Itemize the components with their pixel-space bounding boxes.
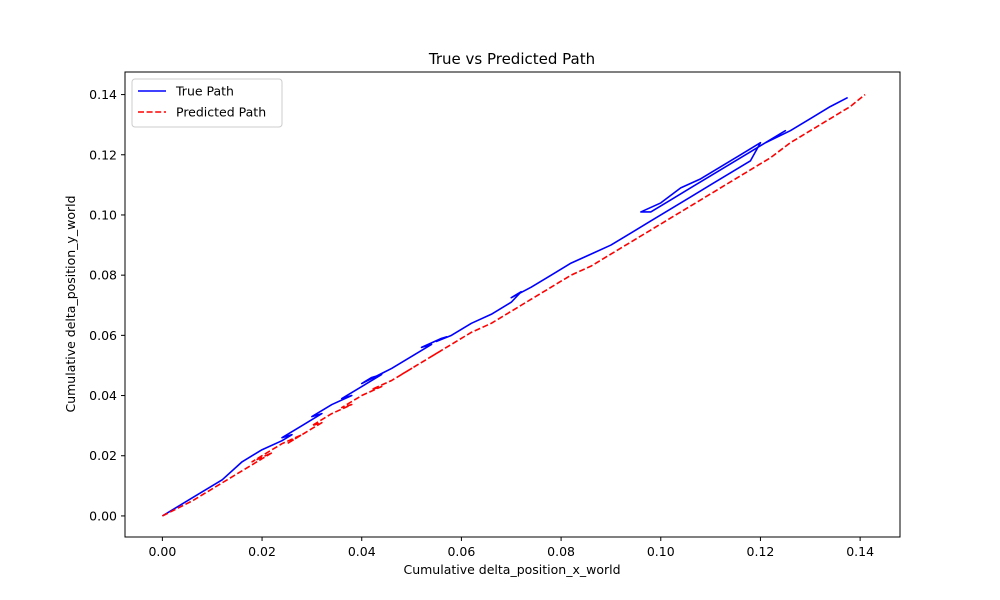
y-tick-label: 0.00 [89, 508, 117, 523]
chart-title: True vs Predicted Path [428, 50, 595, 68]
y-tick-label: 0.12 [89, 147, 117, 162]
y-axis: 0.00 0.02 0.04 0.06 0.08 0.10 0.12 0.14 [89, 87, 125, 523]
x-tick-label: 0.02 [248, 544, 276, 559]
x-tick-label: 0.08 [547, 544, 575, 559]
series-layer [161, 93, 866, 517]
legend-label-true-path: True Path [175, 84, 234, 99]
y-tick-label: 0.02 [89, 448, 117, 463]
y-tick-label: 0.06 [89, 328, 117, 343]
x-axis: 0.00 0.02 0.04 0.06 0.08 0.10 0.12 0.14 [148, 537, 874, 559]
x-tick-label: 0.10 [647, 544, 675, 559]
legend: True Path Predicted Path [131, 78, 283, 128]
legend-label-predicted-path: Predicted Path [176, 105, 266, 120]
x-axis-label: Cumulative delta_position_x_world [403, 562, 620, 577]
series-line-predicted-path [162, 93, 866, 517]
x-tick-label: 0.04 [348, 544, 376, 559]
y-tick-label: 0.14 [89, 87, 117, 102]
series-line-true-path [161, 96, 849, 517]
y-axis-label: Cumulative delta_position_y_world [63, 195, 78, 412]
x-tick-label: 0.14 [846, 544, 874, 559]
plot-frame [124, 71, 901, 538]
y-tick-label: 0.08 [89, 268, 117, 283]
x-tick-label: 0.06 [447, 544, 475, 559]
y-tick-label: 0.10 [89, 207, 117, 222]
x-tick-label: 0.00 [148, 544, 176, 559]
x-tick-label: 0.12 [747, 544, 775, 559]
y-tick-label: 0.04 [89, 388, 117, 403]
legend-box [131, 78, 283, 128]
